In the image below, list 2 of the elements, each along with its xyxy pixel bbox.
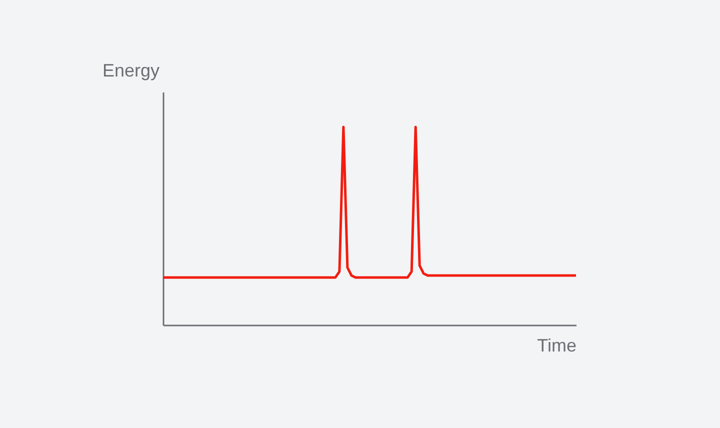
y-axis-title: Energy (102, 60, 160, 80)
x-axis-title: Time (537, 336, 576, 356)
